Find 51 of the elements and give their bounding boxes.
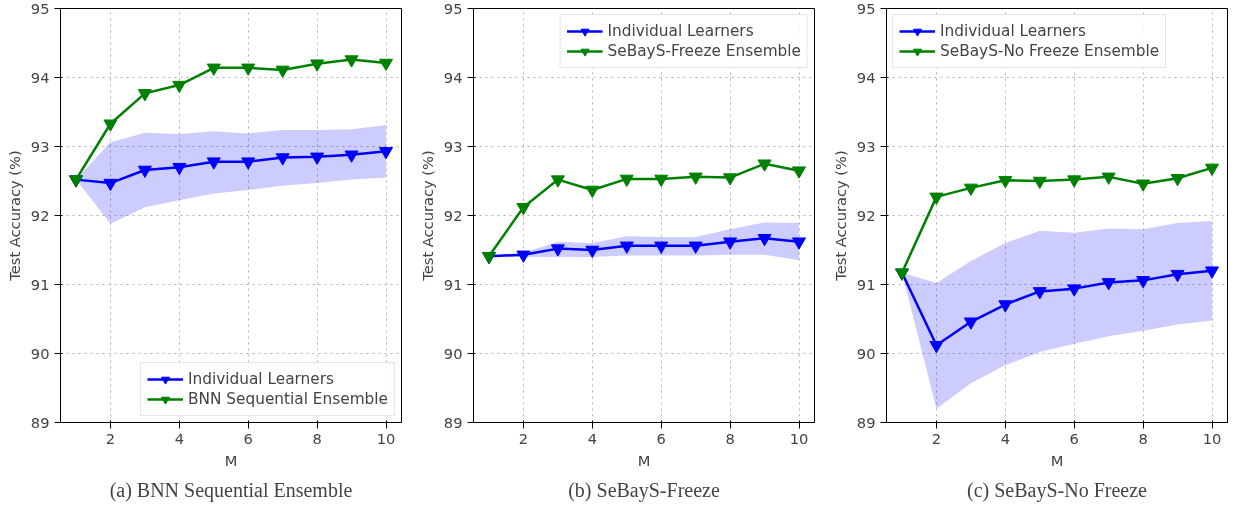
x-tick-label: 6 [243,429,253,447]
y-axis-title: Test Accuracy (%) [418,150,436,282]
legend-label: Individual Learners [187,370,335,388]
x-tick-label: 2 [518,429,529,447]
x-tick-label: 4 [174,429,184,447]
y-tick-label: 95 [30,0,50,17]
legend-label: BNN Sequential Ensemble [187,390,388,408]
y-tick-label: 93 [30,137,50,155]
y-tick-label: 90 [856,344,876,362]
y-tick-label: 94 [30,68,50,86]
x-axis-title: M [1050,451,1064,469]
x-tick-label: 10 [789,429,809,447]
x-tick-label: 10 [1202,429,1222,447]
y-tick-label: 95 [856,0,876,17]
y-tick-label: 93 [856,137,876,155]
x-tick-label: 2 [105,429,116,447]
y-tick-label: 91 [30,275,50,293]
y-axis-title: Test Accuracy (%) [5,150,23,282]
x-tick-label: 4 [1000,429,1010,447]
x-tick-label: 8 [725,429,735,447]
x-tick-label: 6 [1069,429,1079,447]
y-tick-label: 89 [30,413,50,431]
x-tick-label: 10 [376,429,396,447]
y-tick-label: 94 [856,68,876,86]
y-tick-label: 90 [30,344,50,362]
y-tick-label: 91 [443,275,463,293]
y-tick-label: 90 [443,344,463,362]
legend-label: Individual Learners [940,22,1087,40]
y-tick-label: 92 [443,206,463,224]
x-tick-label: 2 [931,429,942,447]
x-tick-label: 6 [656,429,666,447]
x-tick-label: 4 [587,429,597,447]
y-tick-label: 92 [856,206,876,224]
y-tick-label: 92 [30,206,50,224]
y-tick-label: 93 [443,137,463,155]
y-tick-label: 91 [856,275,876,293]
text: (b) SeBayS-Freeze [568,478,720,502]
text: (a) BNN Sequential Ensemble [109,478,353,502]
y-tick-label: 89 [856,413,876,431]
x-tick-label: 8 [1138,429,1148,447]
text: (c) SeBayS-No Freeze [967,478,1148,502]
y-axis-title: Test Accuracy (%) [831,150,849,282]
legend-label: SeBayS-No Freeze Ensemble [940,42,1160,60]
legend-label: Individual Learners [607,22,754,40]
x-tick-label: 8 [312,429,322,447]
x-axis-title: M [224,451,238,469]
y-tick-label: 94 [443,68,463,86]
y-tick-label: 89 [443,413,463,431]
y-tick-label: 95 [443,0,463,17]
legend-label: SeBayS-Freeze Ensemble [607,42,801,60]
x-axis-title: M [637,451,651,469]
